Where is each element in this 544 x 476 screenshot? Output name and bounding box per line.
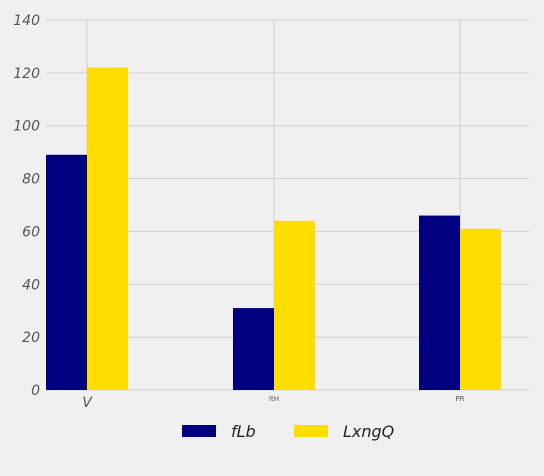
y-tick-label-6: 120 [13, 66, 40, 82]
bars [46, 67, 501, 391]
bar-fLb-V [46, 154, 87, 390]
bar-LxngQ-ltH [274, 220, 315, 390]
legend-label-LxngQ: LxngQ [343, 422, 394, 441]
y-tick-label-5: 100 [13, 119, 40, 135]
x-tick-label-2: PR [455, 395, 464, 403]
bar-fLb-ltH [233, 308, 274, 390]
legend-swatch-fLb [182, 425, 216, 437]
bar-LxngQ-V [87, 67, 128, 391]
x-tick-label-1: ltH [269, 395, 279, 403]
y-tick-label-2: 40 [22, 277, 40, 293]
legend-label-fLb: fLb [231, 422, 256, 441]
bar-LxngQ-PR [460, 228, 501, 390]
x-tick-label-0: V [82, 395, 93, 411]
legend-swatch-LxngQ [294, 425, 328, 437]
legend: fLb LxngQ [182, 422, 394, 441]
y-tick-label-4: 80 [22, 172, 40, 188]
y-tick-label-0: 0 [31, 383, 40, 399]
y-tick-label-1: 20 [22, 330, 40, 346]
y-tick-label-7: 140 [13, 13, 40, 29]
y-axis-ticks: 0 20 40 60 80 100 120 140 [13, 13, 40, 399]
bar-fLb-PR [419, 215, 460, 390]
y-tick-label-3: 60 [22, 224, 40, 240]
